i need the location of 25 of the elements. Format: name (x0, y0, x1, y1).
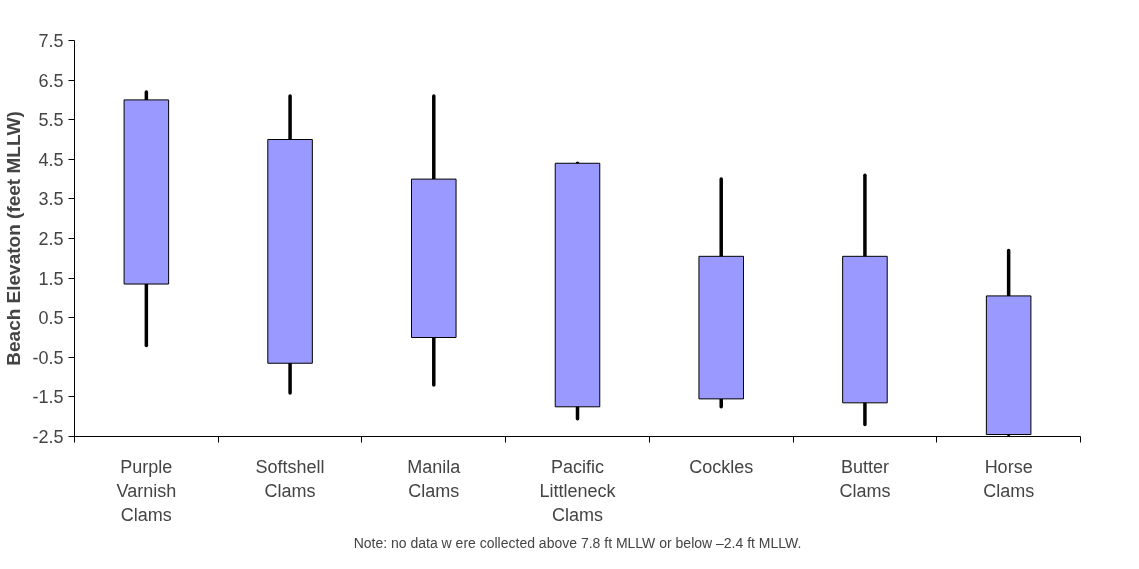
candlestick (267, 94, 313, 395)
candlestick (698, 177, 744, 409)
y-tick-label: 1.5 (38, 268, 64, 289)
y-tick-label: -0.5 (32, 347, 64, 368)
x-tick-label: Manila Clams (407, 456, 462, 501)
text: Note: no data w ere collected above 7.8 ft MLLW or below –2.4 ft MLLW. (353, 534, 802, 551)
y-tick-label: 4.5 (38, 149, 64, 170)
y-tick-label: -2.5 (32, 427, 64, 447)
x-tick-label: Purple Varnish Clams (116, 456, 177, 525)
x-tick-label: Softshell Clams (255, 456, 325, 501)
y-tick-label: 5.5 (38, 110, 64, 131)
y-tick-label: 3.5 (38, 189, 64, 210)
x-tick-label: Pacific Littleneck Clams (539, 456, 617, 525)
x-tick-label: Cockles (689, 456, 754, 477)
candlestick (411, 94, 457, 387)
y-tick-label: 2.5 (38, 229, 64, 249)
y-tick-label: 7.5 (38, 31, 64, 51)
candlestick (554, 162, 601, 421)
y-tick-label: 0.5 (38, 308, 64, 329)
y-axis-title: Beach Elevaton (feet MLLW) (3, 111, 25, 366)
candlestick (842, 173, 888, 427)
y-tick-label: 6.5 (38, 70, 64, 91)
x-tick-label: Horse Clams (983, 456, 1035, 501)
x-tick-label: Butter Clams (839, 456, 891, 501)
y-tick-label: -1.5 (32, 387, 64, 408)
